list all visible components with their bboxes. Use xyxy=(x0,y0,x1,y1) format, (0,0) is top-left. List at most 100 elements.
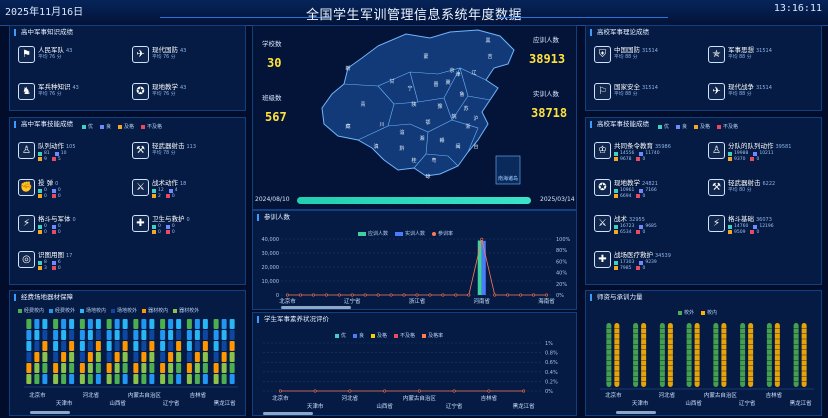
legend-item: 及格 xyxy=(371,332,387,339)
uni-knowledge-item[interactable]: ⚐ 国家安全 31514 平均 88 分 xyxy=(594,83,658,100)
rate-point xyxy=(298,293,302,297)
pass-count: 3 xyxy=(44,265,47,271)
facility-bar-segment xyxy=(61,374,67,384)
should-train-label: 应训人数 xyxy=(533,36,559,44)
facility-bar-segment xyxy=(106,341,112,351)
facility-bar-segment xyxy=(133,341,139,351)
x-tick-label: 北京市 xyxy=(29,391,46,399)
facility-bar-segment xyxy=(122,341,128,351)
excellent-count: 16723 xyxy=(620,224,635,229)
map-province-label: 渝 xyxy=(399,129,404,136)
rate-point xyxy=(350,293,354,297)
teachers-legend: 校外 校内 xyxy=(678,309,717,316)
facility-bar-segment xyxy=(26,319,32,329)
hs-knowledge-item[interactable]: ✈ 现代国防 43 平均 76 分 xyxy=(132,46,186,63)
x-tick-label: 辽宁省 xyxy=(739,399,756,407)
uni-knowledge-item[interactable]: ✈ 现代战争 31514 平均 88 分 xyxy=(708,83,772,100)
x-tick-label: 山西省 xyxy=(109,399,126,407)
fail-count: 0 xyxy=(642,229,646,235)
date-range-slider[interactable] xyxy=(297,197,531,204)
panel-title: 学生军事素养状况评价 xyxy=(257,316,329,323)
item-count: 113 xyxy=(186,144,197,150)
rate-point xyxy=(415,293,419,297)
fail-count: 0 xyxy=(171,229,175,235)
facility-bar-segment xyxy=(133,363,139,373)
scrollbar xyxy=(30,411,70,414)
map-province-label: 滇 xyxy=(373,143,378,150)
item-name: 战术动作 xyxy=(152,179,178,187)
facility-bar-segment xyxy=(34,352,40,362)
map-province-label: 冀 xyxy=(445,79,450,86)
facility-bar-segment xyxy=(122,374,128,384)
x-tick-label: 天津市 xyxy=(56,399,73,407)
item-name: 现代战争 xyxy=(728,83,754,91)
facility-bar-segment xyxy=(133,352,139,362)
item-count: 32955 xyxy=(629,217,645,223)
pass-rate-point xyxy=(313,389,317,393)
pass-rate-point xyxy=(383,389,387,393)
skill-item[interactable]: ♙ 队列动作 105 81 10 9 5 xyxy=(18,142,76,162)
item-count: 0 xyxy=(55,181,59,187)
hs-knowledge-panel: 高中军事知识成绩 ⚑ 人民军队 43 平均 76 分 ✈ 现代国防 43 平均 76 分 ♞… xyxy=(9,25,246,111)
good-count: 4 xyxy=(174,188,178,193)
skill-item[interactable]: ⚒ 轻武器射击 113 平均 78 分 xyxy=(132,142,196,159)
legend-fail: 不及格 xyxy=(147,124,163,130)
skill-item[interactable]: ✚ 战场医疗救护 34539 17303 9239 7985 0 xyxy=(594,251,671,271)
uni-knowledge-item[interactable]: ✯ 军事思想 31514 平均 88 分 xyxy=(708,46,772,63)
rate-point xyxy=(428,293,432,297)
excellent-count: 14556 xyxy=(620,151,635,156)
skill-item[interactable]: ✚ 卫生与救护 0 0 0 0 0 xyxy=(132,215,190,235)
skill-item[interactable]: ♙ 分队的队列动作 39581 19988 10211 9370 0 xyxy=(708,142,791,162)
shield-icon: ⛨ xyxy=(594,46,611,63)
x-tick-label: 吉林省 xyxy=(190,391,207,399)
map-province-label: 甘 xyxy=(389,78,394,85)
facility-bar-segment xyxy=(160,319,166,329)
skill-item[interactable]: ⚡ 格斗基础 36073 14760 12196 9509 0 xyxy=(708,215,774,235)
x-tick-label: 河北省 xyxy=(342,394,359,402)
skill-icon: ⚡ xyxy=(708,215,725,232)
hs-knowledge-item[interactable]: ✪ 现地教学 43 平均 76 分 xyxy=(132,83,186,100)
facility-bar-segment xyxy=(168,363,174,373)
item-name: 战场医疗救护 xyxy=(614,251,653,259)
rate-point xyxy=(480,237,484,241)
legend-fail: 不及格 xyxy=(723,124,739,130)
y-tick-label: 0.8% xyxy=(545,351,558,357)
skill-item[interactable]: ⚔ 战术 32955 16723 9685 6534 0 xyxy=(594,215,657,235)
rate-point xyxy=(285,293,289,297)
item-name: 卫生与救护 xyxy=(152,215,185,223)
map-province-label: 闽 xyxy=(455,143,460,150)
skill-item[interactable]: ◎ 识图用图 17 8 6 3 0 xyxy=(18,251,72,271)
item-count: 0 xyxy=(186,217,190,223)
item-count: 43 xyxy=(180,85,187,91)
fail-count: 0 xyxy=(642,265,646,271)
skill-item[interactable]: ⚡ 格斗与军体 0 0 0 0 0 xyxy=(18,215,76,235)
skill-item[interactable]: ⚒ 轻武器射击 6222 平均 80 分 xyxy=(708,179,775,196)
facility-bar-segment xyxy=(95,363,101,373)
hs-knowledge-item[interactable]: ♞ 军兵种知识 43 平均 76 分 xyxy=(18,83,79,100)
facility-bar-segment xyxy=(95,352,101,362)
item-name: 军兵种知识 xyxy=(38,83,71,91)
y-tick-label: 1% xyxy=(545,341,553,347)
uni-knowledge-item[interactable]: ⛨ 中国国防 31514 平均 88 分 xyxy=(594,46,658,63)
facility-bar-segment xyxy=(213,341,219,351)
facility-bar-segment xyxy=(202,319,208,329)
facility-bar-segment xyxy=(221,352,227,362)
item-name: 国家安全 xyxy=(614,83,640,91)
hs-knowledge-item[interactable]: ⚑ 人民军队 43 平均 76 分 xyxy=(18,46,72,63)
facility-bar-segment xyxy=(213,330,219,340)
skill-item[interactable]: ✪ 现地教学 24821 10961 7166 6694 0 xyxy=(594,179,658,199)
rate-point xyxy=(441,293,445,297)
facility-bar-segment xyxy=(229,330,235,340)
facility-bar-segment xyxy=(87,330,93,340)
facility-bar-segment xyxy=(229,341,235,351)
pass-rate-point xyxy=(522,389,526,393)
class-count-label: 班级数 xyxy=(262,94,282,102)
facility-bar-segment xyxy=(69,374,75,384)
facility-bar-segment xyxy=(221,363,227,373)
facility-bar-segment xyxy=(114,319,120,329)
skill-item[interactable]: ⚔ 战术动作 18 12 4 2 0 xyxy=(132,179,186,199)
skill-item[interactable]: ♔ 共同条令教育 35986 14556 11740 9678 0 xyxy=(594,142,671,162)
